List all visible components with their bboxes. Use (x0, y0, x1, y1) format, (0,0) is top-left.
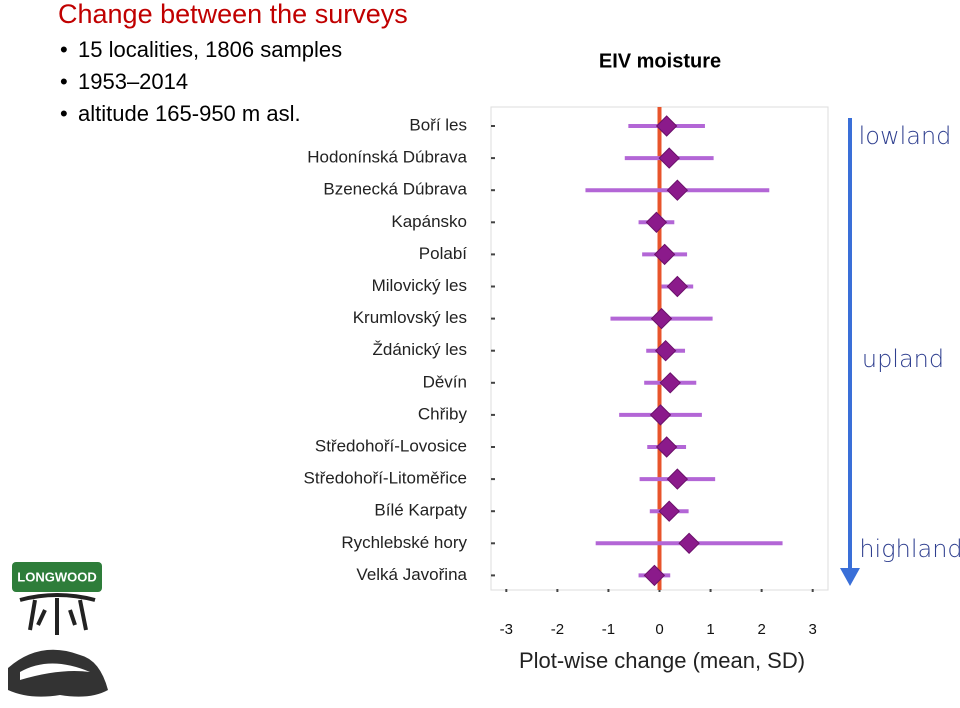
x-tick-label: 3 (809, 621, 817, 638)
slide-title: Change between the surveys (58, 0, 408, 29)
y-tick-label: Ždánický les (373, 340, 467, 359)
bullet: altitude 165-950 m asl. (78, 101, 301, 126)
bullet: 1953–2014 (78, 69, 188, 94)
x-tick-label: -2 (551, 621, 564, 638)
y-tick-label: Velká Javořina (356, 565, 467, 584)
y-tick-label: Bílé Karpaty (374, 501, 467, 520)
x-tick-label: 2 (757, 621, 765, 638)
side-label: lowland (859, 122, 952, 150)
mean-marker (655, 115, 678, 137)
mean-marker (654, 339, 677, 362)
mean-marker (666, 179, 689, 201)
mean-marker (649, 404, 672, 426)
bullet-dot: • (60, 37, 68, 62)
mean-marker (666, 468, 689, 490)
x-tick-label: 1 (706, 621, 714, 638)
x-tick-label: -3 (500, 621, 513, 638)
y-tick-label: Hodonínská Dúbrava (307, 148, 467, 167)
y-tick-label: Bzenecká Dúbrava (323, 180, 467, 199)
bullet: 15 localities, 1806 samples (78, 37, 342, 62)
mean-marker (658, 500, 680, 522)
logo: LONGWOOD (8, 562, 108, 697)
y-tick-label: Milovický les (372, 276, 467, 295)
y-tick-label: Boří les (409, 115, 467, 134)
logo-roots (19, 593, 96, 635)
mean-marker (645, 211, 668, 234)
mean-marker (666, 275, 689, 298)
arrow-head (840, 568, 860, 586)
side-label: upland (862, 345, 944, 373)
mean-marker (659, 372, 681, 394)
chart-title: EIV moisture (599, 50, 721, 72)
badger (8, 649, 108, 697)
mean-marker (650, 307, 673, 330)
y-tick-label: Polabí (419, 244, 467, 263)
mean-marker (655, 436, 678, 458)
x-tick-label: -1 (602, 621, 615, 638)
mean-marker (678, 532, 700, 555)
side-label: highland (859, 535, 960, 563)
badger-stripe (20, 663, 90, 680)
mean-marker (658, 147, 680, 169)
y-tick-label: Krumlovský les (353, 308, 467, 327)
logo-badge (12, 562, 102, 592)
mean-marker (653, 243, 676, 266)
x-tick-label: 0 (655, 621, 663, 638)
y-tick-label: Chřiby (418, 404, 468, 423)
y-tick-label: Středohoří-Lovosice (315, 436, 467, 455)
y-tick-label: Kapánsko (391, 212, 467, 231)
y-tick-label: Děvín (423, 372, 467, 391)
y-tick-label: Rychlebské hory (341, 533, 467, 552)
mean-marker (643, 564, 666, 587)
logo-text: LONGWOOD (17, 569, 96, 584)
bullet-dot: • (60, 101, 68, 126)
x-axis-label: Plot-wise change (mean, SD) (519, 648, 805, 673)
bullet-dot: • (60, 69, 68, 94)
y-tick-label: Středohoří-Litoměřice (304, 469, 467, 488)
